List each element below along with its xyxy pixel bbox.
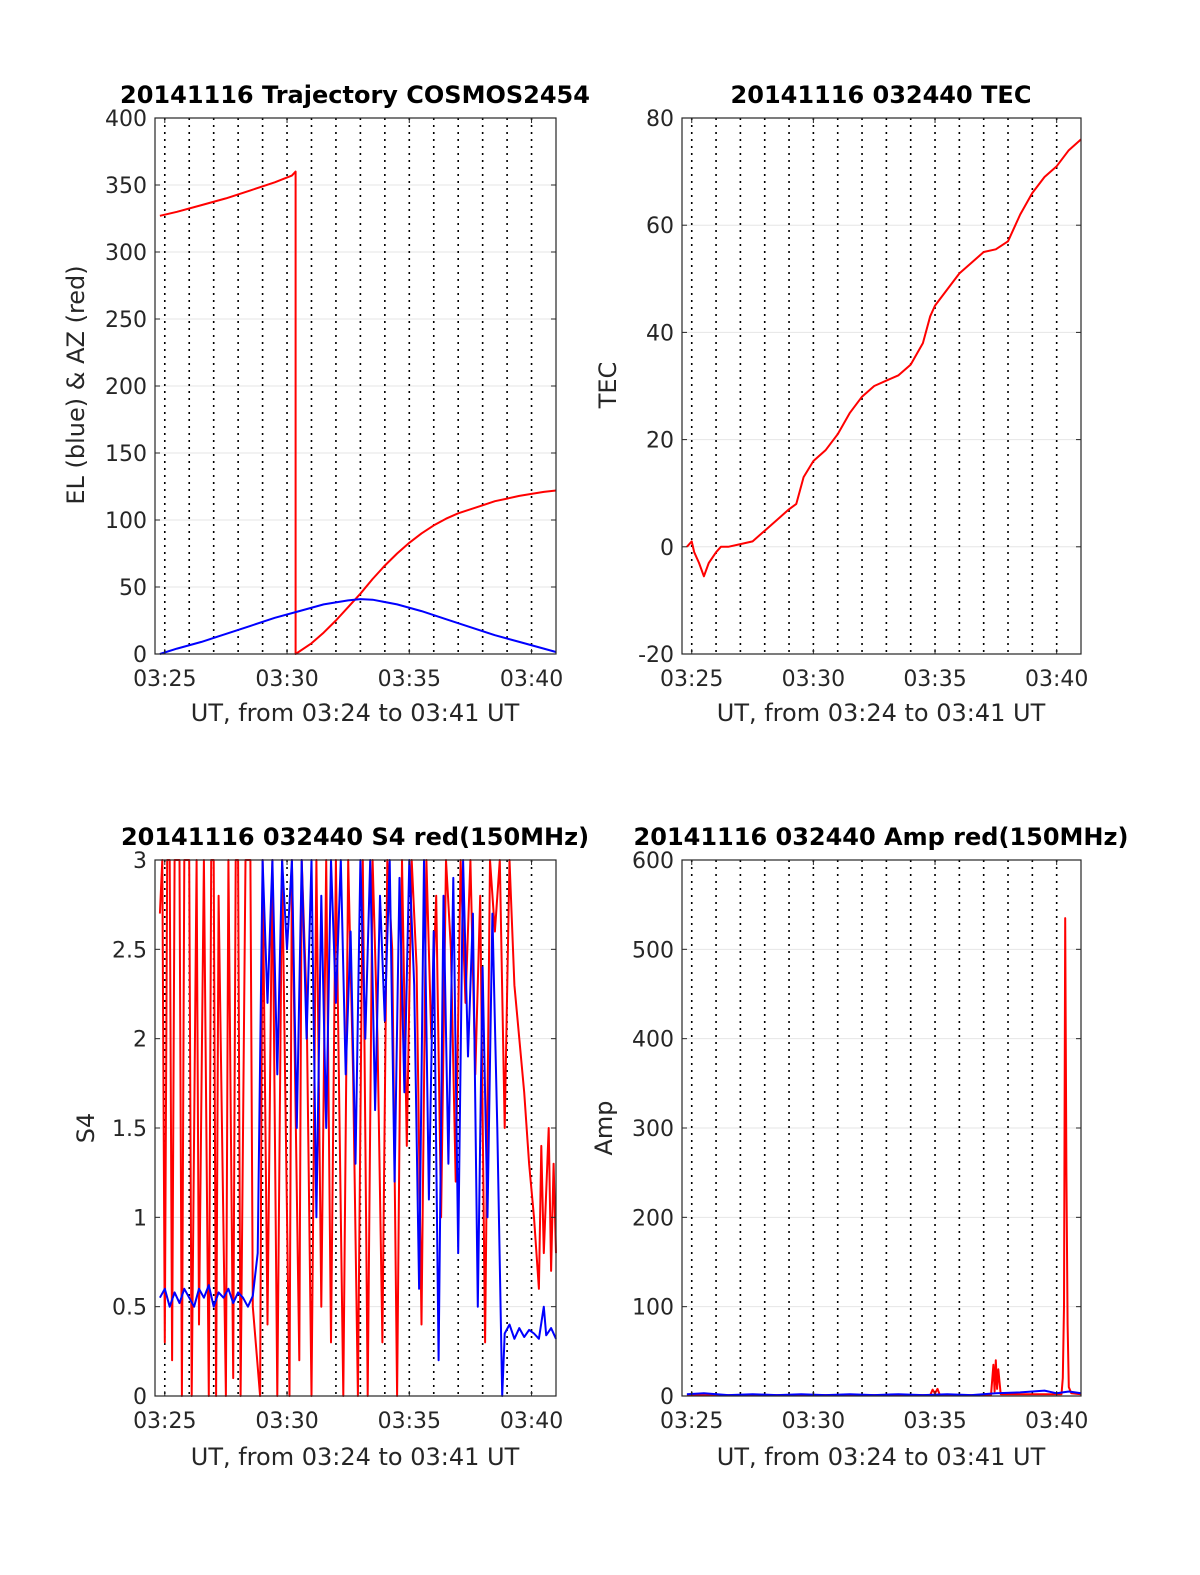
red-series-line [159,170,557,655]
y-tick-label: 200 [105,375,147,400]
amp-panel: 20141116 032440 Amp red(150MHz) 0 100 200 3… [590,823,1128,1471]
trajectory-series [159,170,557,655]
y-tick-label: 100 [632,1296,674,1321]
s4-y-ticks: 0 0.5 1 1.5 2 2.5 3 [112,849,556,1410]
tec-x-label: UT, from 03:24 to 03:41 UT [717,699,1046,727]
red-series-line [686,138,1082,578]
tec-minute-lines [690,118,1058,654]
x-tick-label: 03:40 [1025,1409,1088,1434]
x-tick-label: 03:40 [500,667,563,692]
y-tick-label: 60 [646,214,674,239]
y-tick-label: 20 [646,429,674,454]
x-tick-label: 03:25 [133,667,196,692]
y-tick-label: 2 [133,1028,147,1053]
y-tick-label: 350 [105,174,147,199]
s4-panel: 20141116 032440 S4 red(150MHz) 0 0.5 1 1.5 2… [72,823,589,1471]
trajectory-x-ticks: 03:25 03:30 03:35 03:40 [133,118,563,692]
x-tick-label: 03:40 [1025,667,1088,692]
x-tick-label: 03:40 [500,1409,563,1434]
y-tick-label: -20 [638,643,674,668]
trajectory-title: 20141116 Trajectory COSMOS2454 [120,81,590,109]
tec-series [686,138,1082,578]
y-tick-label: 40 [646,321,674,346]
x-tick-label: 03:35 [378,1409,441,1434]
y-tick-label: 2.5 [112,938,147,963]
amp-y-label: Amp [590,1100,618,1155]
y-tick-label: 300 [632,1117,674,1142]
s4-x-label: UT, from 03:24 to 03:41 UT [191,1443,520,1471]
y-tick-label: 600 [632,849,674,874]
trajectory-y-ticks: 0 50 100 150 200 250 300 350 400 [105,107,556,668]
y-tick-label: 0.5 [112,1296,147,1321]
trajectory-panel: 20141116 Trajectory COSMOS2454 0 50 100 150… [62,81,590,727]
y-tick-label: 0 [660,536,674,561]
trajectory-y-label: EL (blue) & AZ (red) [62,265,90,504]
x-tick-label: 03:30 [782,667,845,692]
y-tick-label: 0 [660,1385,674,1410]
x-tick-label: 03:35 [378,667,441,692]
y-tick-label: 3 [133,849,147,874]
s4-x-ticks: 03:25 03:30 03:35 03:40 [133,860,563,1434]
x-tick-label: 03:30 [255,1409,318,1434]
blue-series-line [686,1389,1082,1397]
y-tick-label: 1 [133,1206,147,1231]
tec-x-ticks: 03:25 03:30 03:35 03:40 [660,118,1088,692]
y-tick-label: 0 [133,643,147,668]
tec-y-ticks: -20 0 20 40 60 80 [638,107,1081,668]
y-tick-label: 500 [632,938,674,963]
x-tick-label: 03:30 [255,667,318,692]
y-tick-label: 50 [119,576,147,601]
y-tick-label: 200 [632,1206,674,1231]
x-tick-label: 03:35 [903,667,966,692]
x-tick-label: 03:25 [660,667,723,692]
amp-minute-lines [690,860,1058,1396]
x-tick-label: 03:35 [903,1409,966,1434]
blue-series-line [159,598,557,655]
amp-y-ticks: 0 100 200 300 400 500 600 [632,849,1081,1410]
s4-title: 20141116 032440 S4 red(150MHz) [121,823,589,851]
red-series-line [686,917,1082,1397]
amp-series [686,917,1082,1397]
y-tick-label: 0 [133,1385,147,1410]
amp-title: 20141116 032440 Amp red(150MHz) [634,823,1129,851]
x-tick-label: 03:25 [133,1409,196,1434]
y-tick-label: 250 [105,308,147,333]
trajectory-x-label: UT, from 03:24 to 03:41 UT [191,699,520,727]
s4-y-label: S4 [72,1113,100,1144]
tec-axes-box [681,117,1082,655]
tec-title: 20141116 032440 TEC [731,81,1032,109]
y-tick-label: 400 [105,107,147,132]
amp-x-label: UT, from 03:24 to 03:41 UT [717,1443,1046,1471]
x-tick-label: 03:25 [660,1409,723,1434]
y-tick-label: 300 [105,241,147,266]
trajectory-minute-lines [163,118,533,654]
y-tick-label: 150 [105,442,147,467]
y-tick-label: 1.5 [112,1117,147,1142]
tec-y-label: TEC [594,362,622,410]
amp-x-ticks: 03:25 03:30 03:35 03:40 [660,860,1088,1434]
y-tick-label: 80 [646,107,674,132]
x-tick-label: 03:30 [782,1409,845,1434]
y-tick-label: 400 [632,1028,674,1053]
y-tick-label: 100 [105,509,147,534]
